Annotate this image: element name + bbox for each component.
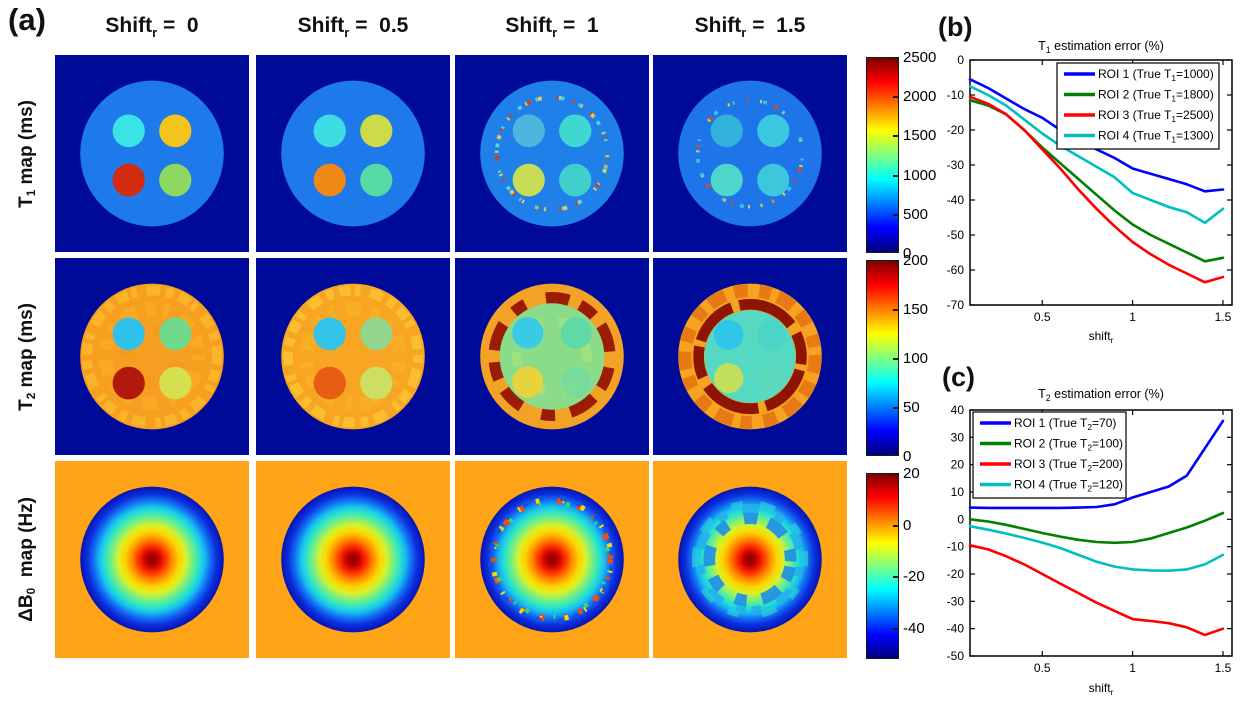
b0-colorbar (866, 473, 899, 659)
t1-colorbar-tickmark (893, 96, 898, 99)
b0-map-shift-1.5 (653, 461, 847, 658)
y-axis-tick-label: 10 (951, 485, 965, 499)
series-line-roi-4 (968, 524, 1225, 572)
b0-map-shift-0 (55, 461, 249, 658)
t2-map-shift-1 (455, 258, 649, 455)
column-header-shift-0.5: Shiftr = 0.5 (297, 14, 409, 41)
t2-colorbar-tick-label: 150 (903, 301, 929, 318)
panel-c-label: (c) (942, 362, 975, 392)
t1-map-shift-1.5 (653, 55, 847, 252)
b0-colorbar-tickmark (893, 576, 898, 579)
t2-map-shift-1.5 (653, 258, 847, 455)
t1-colorbar-tick-label: 0 (903, 245, 912, 262)
y-axis-tick-label: 20 (951, 458, 965, 472)
t2-colorbar-tickmark (893, 260, 898, 262)
series-line-roi-4 (968, 85, 1225, 225)
b0-map-shift-0.5 (256, 461, 450, 658)
t2-colorbar-tickmark (893, 358, 898, 360)
legend-entry-label: ROI 1 (True T1=1000) (1098, 67, 1214, 83)
t1-colorbar-tickmark (893, 135, 898, 138)
panel-b-label: (b) (938, 12, 973, 42)
legend-entry-label: ROI 4 (True T2=120) (1014, 478, 1123, 494)
t2-colorbar-tick-label: 200 (903, 252, 929, 269)
row-label-b0-map: ΔB0 map (Hz) (16, 497, 38, 622)
legend-entry-label: ROI 3 (True T1=2500) (1098, 108, 1214, 124)
legend-entry-label: ROI 4 (True T1=1300) (1098, 129, 1214, 145)
row-label-t1-map: T1 map (ms) (16, 99, 38, 208)
t1-colorbar-tick-label: 2500 (903, 49, 937, 66)
x-axis-tick-label: 1 (1129, 310, 1136, 324)
y-axis-tick-label: -10 (947, 540, 965, 554)
t1-colorbar (866, 57, 899, 253)
column-header-shift-1.5: Shiftr = 1.5 (694, 14, 806, 41)
y-axis-tick-label: -40 (947, 622, 965, 636)
y-axis-tick-label: -30 (947, 158, 965, 172)
y-axis-tick-label: 0 (957, 512, 964, 526)
t1-colorbar-tickmark (893, 213, 898, 216)
y-axis-tick-label: -30 (947, 594, 965, 608)
column-header-shift-0: Shiftr = 0 (105, 14, 199, 41)
t1-colorbar-tick-label: 1000 (903, 166, 937, 184)
t2-map-shift-0 (55, 258, 249, 455)
t1-map-shift-0 (55, 55, 249, 252)
series-line-roi-3 (968, 544, 1225, 637)
y-axis-tick-label: -40 (947, 193, 965, 207)
y-axis-tick-label: -20 (947, 123, 965, 137)
legend-entry-label: ROI 2 (True T1=1800) (1098, 88, 1214, 104)
b0-map-shift-1 (455, 461, 649, 658)
x-axis-tick-label: 1.5 (1215, 661, 1232, 675)
x-axis-label: shiftr (1089, 681, 1114, 697)
y-axis-tick-label: -10 (947, 88, 965, 102)
chart-title: T1 estimation error (%) (1038, 39, 1164, 55)
series-line-roi-2 (968, 511, 1225, 545)
legend-entry-label: ROI 1 (True T2=70) (1014, 416, 1116, 432)
y-axis-tick-label: -70 (947, 298, 965, 312)
x-axis-tick-label: 1.5 (1215, 310, 1232, 324)
row-label-t2-map: T2 map (ms) (16, 302, 38, 411)
panel-a-label: (a) (8, 2, 46, 37)
t1-map-shift-0.5 (256, 55, 450, 252)
t2-error-chart: 40 30 20 10 0 -10 -20 -30 -40 -50 0.5 1 1.5 ROI 1 (Tr… (947, 387, 1233, 697)
t2-colorbar-tick-label: 0 (903, 448, 912, 465)
t1-map-shift-1 (455, 55, 649, 252)
y-axis-tick-label: 40 (951, 403, 965, 417)
t2-colorbar-tick-label: 50 (903, 399, 920, 416)
x-axis-tick-label: 0.5 (1034, 661, 1051, 675)
b0-colorbar-tickmark (893, 473, 898, 475)
t1-colorbar-tickmark (893, 251, 898, 253)
b0-colorbar-tick-label: 0 (903, 516, 912, 534)
b0-colorbar-tickmark (893, 524, 898, 527)
t1-error-chart: 0 -10 -20 -30 -40 -50 -60 -70 0.5 1 1.5 ROI 1 (True… (947, 39, 1233, 345)
t1-colorbar-tick-label: 1500 (903, 127, 937, 145)
series-line-roi-3 (968, 95, 1225, 284)
y-axis-tick-label: 30 (951, 430, 965, 444)
t1-colorbar-tickmark (893, 57, 898, 59)
t2-colorbar-tickmark (893, 454, 898, 456)
b0-colorbar-tick-label: 20 (903, 465, 920, 482)
t1-colorbar-tick-label: 2000 (903, 88, 937, 106)
b0-colorbar-tick-label: -40 (903, 620, 925, 637)
t2-map-shift-0.5 (256, 258, 450, 455)
t1-colorbar-tickmark (893, 174, 898, 177)
y-axis-tick-label: 0 (957, 53, 964, 67)
t2-colorbar-tickmark (893, 309, 898, 311)
b0-colorbar-tickmark (893, 628, 898, 630)
y-axis-tick-label: -50 (947, 228, 965, 242)
x-axis-tick-label: 0.5 (1034, 310, 1051, 324)
x-axis-tick-label: 1 (1129, 661, 1136, 675)
x-axis-label: shiftr (1089, 329, 1114, 345)
y-axis-tick-label: -60 (947, 263, 965, 277)
y-axis-tick-label: -50 (947, 649, 965, 663)
b0-colorbar-tick-label: -20 (903, 568, 925, 586)
y-axis-tick-label: -20 (947, 567, 965, 581)
t2-colorbar-tick-label: 100 (903, 350, 929, 367)
legend-entry-label: ROI 2 (True T2=100) (1014, 437, 1123, 453)
series-line-roi-1 (968, 419, 1225, 510)
chart-title: T2 estimation error (%) (1038, 387, 1164, 403)
column-header-shift-1: Shiftr = 1 (505, 14, 599, 41)
legend-entry-label: ROI 3 (True T2=200) (1014, 457, 1123, 473)
t2-colorbar-tickmark (893, 407, 898, 409)
t1-colorbar-tick-label: 500 (903, 205, 929, 223)
